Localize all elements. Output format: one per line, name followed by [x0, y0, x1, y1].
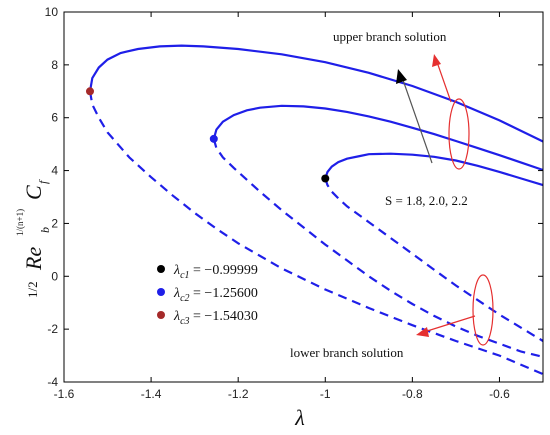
x-tick-label: -0.6	[489, 387, 510, 401]
critical-point-2	[209, 134, 218, 143]
lower-branch-arrowhead	[416, 327, 429, 337]
legend: λc1 = −0.99999 λc2 = −1.25600 λc3 = −1.540…	[157, 263, 258, 327]
legend-entry: λc1 = −0.99999	[173, 263, 258, 281]
lower-branch-label: lower branch solution	[290, 345, 404, 360]
y-label-exponent: 1/(n+1)	[15, 209, 25, 236]
y-tick-label: 4	[51, 164, 58, 178]
y-tick-label: 2	[51, 216, 58, 230]
critical-point-3	[85, 87, 94, 96]
x-tick-label: -1	[320, 387, 331, 401]
y-tick-label: 10	[45, 5, 59, 19]
lower-branch-ellipse	[472, 274, 494, 346]
lower-branch-curve-2	[212, 138, 544, 358]
s-values-label: S = 1.8, 2.0, 2.2	[385, 193, 468, 208]
upper-branch-curve-1	[324, 152, 544, 187]
y-label-base: Re	[21, 247, 46, 271]
lower-branch-curve-1	[324, 178, 544, 342]
critical-point-1	[321, 174, 330, 183]
x-axis-ticks: -1.6 -1.4 -1.2 -1 -0.8 -0.6	[54, 12, 510, 401]
upper-branch-ellipse	[448, 98, 470, 170]
x-tick-label: -1.6	[54, 387, 75, 401]
curves-layer	[88, 44, 544, 376]
y-label-fraction: 1/2	[25, 281, 40, 298]
x-tick-label: -0.8	[402, 387, 423, 401]
upper-branch-label: upper branch solution	[333, 29, 447, 44]
upper-branch-curve-2	[212, 104, 544, 172]
y-tick-label: 0	[51, 269, 58, 283]
y-label-tail-sub: f	[36, 179, 50, 184]
x-tick-label: -1.4	[141, 387, 162, 401]
legend-marker	[157, 265, 165, 273]
upper-branch-pointer	[436, 61, 452, 103]
plot-area-frame	[63, 11, 544, 383]
y-tick-label: 8	[51, 58, 58, 72]
legend-marker	[157, 311, 165, 319]
legend-entry: λc2 = −1.25600	[173, 286, 258, 304]
legend-marker	[157, 288, 165, 296]
s-direction-arrow-shaft	[402, 79, 433, 164]
y-tick-label: -4	[47, 375, 58, 389]
x-axis-label: λ	[294, 405, 305, 430]
y-label-tail: C	[21, 185, 46, 200]
y-axis-ticks: -4 -2 0 2 4 6 8 10	[45, 5, 543, 389]
y-tick-label: 6	[51, 111, 58, 125]
y-tick-label: -2	[47, 322, 58, 336]
x-tick-label: -1.2	[228, 387, 249, 401]
critical-points-layer	[85, 87, 330, 183]
legend-entry: λc3 = −1.54030	[173, 309, 258, 327]
y-label-sub: b	[38, 227, 52, 233]
y-axis-label: 1/2 Re b 1/(n+1) C f	[15, 179, 52, 298]
upper-branch-arrowhead	[432, 54, 441, 67]
lower-branch-pointer	[423, 315, 476, 333]
s-direction-arrowhead	[396, 69, 407, 84]
upper-branch-curve-3	[88, 44, 544, 143]
